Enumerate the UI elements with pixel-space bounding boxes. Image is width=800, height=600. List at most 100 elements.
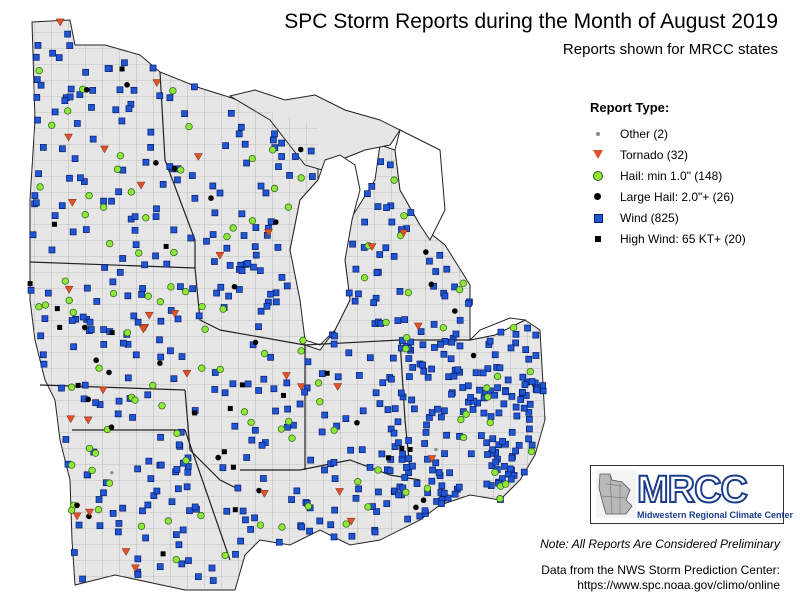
tornado-report-marker	[399, 229, 409, 238]
wind-report-marker	[132, 241, 140, 248]
wind-report-marker	[454, 366, 462, 374]
wind-report-marker	[448, 338, 456, 346]
hail-report-marker	[181, 288, 190, 296]
wind-report-marker	[525, 355, 533, 363]
wind-report-marker	[175, 541, 183, 549]
hail-report-marker	[144, 292, 152, 300]
hail-report-marker	[68, 383, 76, 391]
wind-report-marker	[447, 355, 455, 363]
hail-report-marker	[91, 449, 100, 457]
wind-report-marker	[184, 468, 192, 476]
hail-report-marker	[198, 302, 206, 311]
wind-report-marker	[383, 500, 391, 507]
wind-report-marker	[513, 412, 521, 420]
wind-report-marker	[504, 376, 512, 384]
wind-report-marker	[366, 354, 374, 362]
wind-report-marker	[49, 49, 56, 57]
wind-report-marker	[364, 190, 371, 198]
wind-report-marker	[368, 183, 376, 190]
wind-report-marker	[438, 482, 446, 490]
wind-report-marker	[520, 468, 528, 476]
wind-report-marker	[409, 462, 416, 470]
wind-report-marker	[455, 483, 463, 491]
wind-report-marker	[114, 410, 122, 418]
wind-report-marker	[189, 172, 196, 179]
wind-report-marker	[31, 192, 39, 200]
legend-item-other: Other (2)	[590, 123, 790, 144]
wind-report-marker	[262, 189, 270, 197]
high-wind-report-marker	[280, 392, 286, 398]
wind-report-marker	[235, 130, 243, 138]
hail-report-marker	[35, 66, 43, 75]
hail-report-marker	[127, 188, 135, 196]
wind-report-marker	[124, 374, 132, 382]
wind-report-marker	[104, 65, 112, 72]
wind-report-marker	[519, 388, 526, 396]
hail-report-marker	[270, 184, 279, 193]
logo-text: MRCC	[636, 468, 749, 512]
wind-report-marker	[257, 307, 265, 315]
hail-report-marker	[297, 174, 305, 182]
hail-report-marker	[156, 298, 164, 306]
hail-report-marker	[494, 372, 502, 381]
wind-report-marker	[260, 375, 268, 383]
hail-report-marker	[164, 517, 173, 525]
wind-report-marker	[147, 144, 155, 151]
wind-report-marker	[132, 351, 140, 359]
hail-report-marker	[354, 478, 362, 486]
wind-report-marker	[382, 244, 390, 252]
hail-report-marker	[177, 166, 185, 174]
hail-report-marker	[527, 447, 536, 456]
tornado-report-marker	[138, 325, 148, 334]
wind-report-marker	[456, 342, 464, 350]
wind-report-marker	[456, 316, 464, 324]
wind-report-marker	[209, 577, 217, 584]
large-hail-report-marker	[83, 86, 90, 93]
wind-report-marker	[417, 328, 425, 335]
wind-report-marker	[371, 528, 379, 536]
wind-report-marker	[144, 391, 152, 399]
wind-report-marker	[512, 447, 519, 455]
wind-report-marker	[66, 93, 74, 101]
wind-report-marker	[438, 500, 445, 507]
wind-report-marker	[58, 384, 65, 392]
wind-report-marker	[156, 563, 164, 571]
wind-report-marker	[278, 153, 285, 160]
wind-report-marker	[426, 257, 433, 265]
hail-report-marker	[247, 418, 255, 427]
high-wind-report-marker	[54, 306, 60, 312]
wind-report-marker	[37, 81, 45, 89]
other-report-marker	[110, 471, 114, 475]
wind-report-marker	[480, 409, 488, 417]
wind-report-marker	[521, 381, 529, 389]
wind-report-marker	[512, 339, 519, 347]
wind-report-marker	[252, 224, 260, 231]
wind-report-marker	[232, 550, 239, 558]
wind-report-marker	[274, 244, 282, 251]
wind-report-marker	[139, 507, 146, 515]
high-wind-report-marker	[399, 445, 405, 451]
hail-report-marker	[288, 434, 296, 442]
hail-report-marker	[459, 433, 468, 442]
wind-report-marker	[376, 251, 384, 258]
hail-report-marker	[285, 417, 293, 426]
wind-report-marker	[95, 496, 103, 503]
large-hail-report-marker	[423, 249, 429, 255]
wind-report-marker	[141, 261, 148, 269]
wind-report-marker	[69, 228, 77, 236]
wind-report-marker	[304, 358, 312, 366]
wind-report-marker	[243, 159, 250, 167]
wind-report-marker	[185, 557, 192, 564]
wind-report-marker	[174, 315, 182, 323]
wind-report-marker	[450, 372, 458, 380]
large-hail-report-marker	[354, 419, 360, 426]
wind-report-marker	[486, 337, 494, 345]
wind-report-marker	[203, 237, 210, 245]
wind-report-marker	[438, 413, 445, 421]
hail-report-marker	[316, 398, 324, 406]
wind-report-marker	[163, 260, 171, 268]
high-wind-report-marker	[227, 405, 233, 411]
wind-report-marker	[100, 326, 107, 333]
wind-report-marker	[275, 538, 283, 546]
wind-report-marker	[375, 488, 382, 496]
